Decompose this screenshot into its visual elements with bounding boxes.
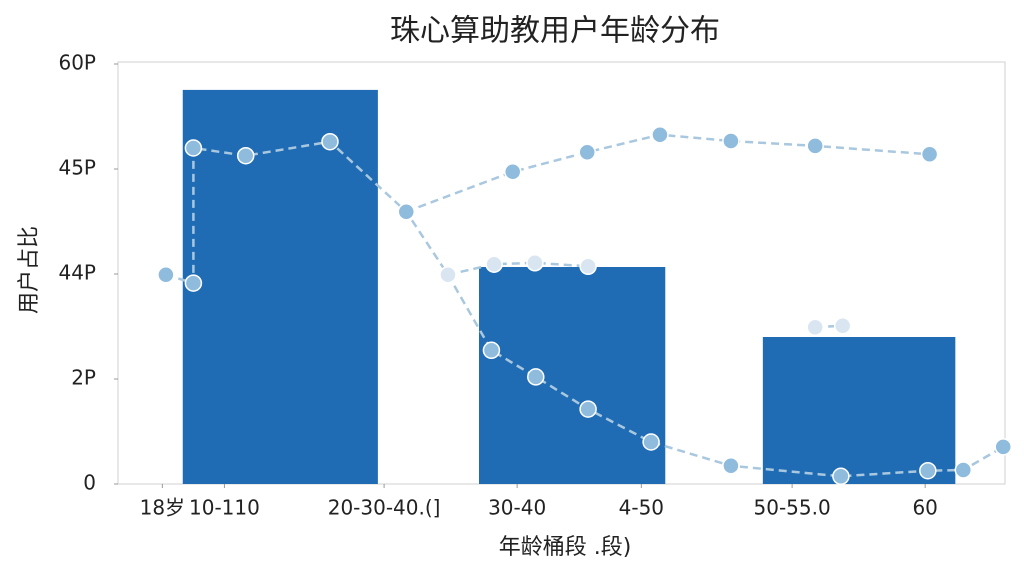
point xyxy=(236,146,255,165)
point xyxy=(578,143,596,161)
point xyxy=(482,341,501,360)
x-tick-label: 60 xyxy=(912,496,937,520)
point xyxy=(806,318,824,336)
point xyxy=(833,317,852,335)
point xyxy=(579,400,597,418)
bar xyxy=(182,89,378,485)
point xyxy=(722,132,740,150)
point xyxy=(485,255,503,273)
series-line xyxy=(165,140,1004,478)
chart-title: 珠心算助教用户年龄分布 xyxy=(390,14,720,49)
point xyxy=(832,467,850,486)
x-tick-label: 30-40 xyxy=(488,496,546,520)
y-tick-label: 44P xyxy=(58,261,96,285)
point xyxy=(806,137,824,155)
y-tick-label: 2P xyxy=(71,366,96,390)
point xyxy=(919,461,937,480)
y-tick-label: 60P xyxy=(58,51,96,75)
point xyxy=(954,461,973,479)
x-tick-label: 4-50 xyxy=(619,496,664,520)
y-tick-label: 0 xyxy=(83,471,96,495)
point xyxy=(503,163,522,181)
point xyxy=(527,368,545,386)
point xyxy=(439,265,457,284)
point xyxy=(526,254,544,272)
y-tick-label: 45P xyxy=(58,156,96,180)
bar xyxy=(762,337,956,484)
x-tick-label: 20-30-40.(] xyxy=(328,496,441,520)
x-tick-label: 10-110 xyxy=(189,496,260,520)
point xyxy=(920,145,939,164)
point xyxy=(184,274,203,292)
x-axis-label: 年龄桶段 .段) xyxy=(499,535,632,560)
series-line xyxy=(447,261,589,276)
point xyxy=(651,125,669,144)
point xyxy=(994,438,1012,456)
point xyxy=(157,265,175,284)
point xyxy=(184,139,203,157)
series-line xyxy=(405,133,930,213)
y-axis-label: 用户占比 xyxy=(17,226,42,314)
point xyxy=(579,257,597,276)
bar xyxy=(479,267,666,484)
point xyxy=(321,132,339,151)
point xyxy=(642,433,660,451)
x-tick-label: 50-55.0 xyxy=(754,496,831,520)
point xyxy=(722,457,740,475)
point xyxy=(397,202,416,221)
x-tick-label: 18岁 xyxy=(140,496,185,520)
